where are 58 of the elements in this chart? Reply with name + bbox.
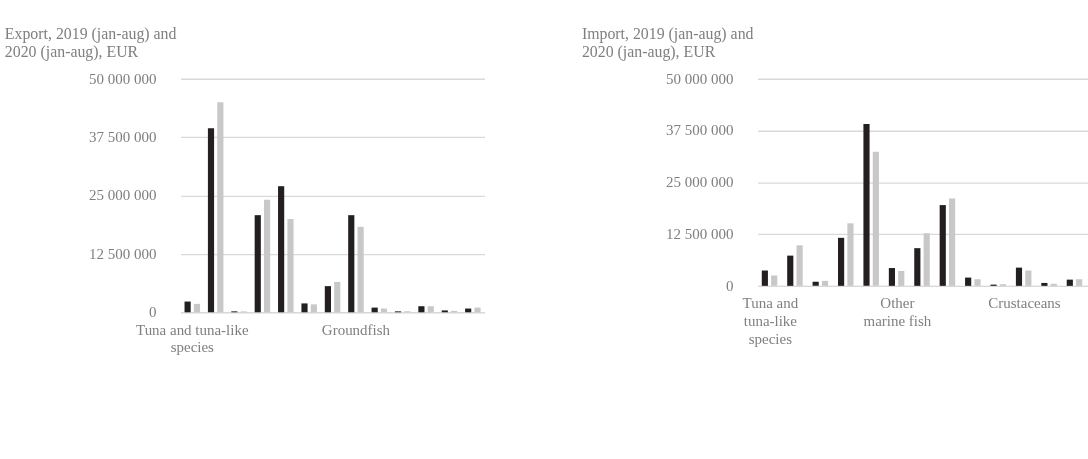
bar [838, 237, 845, 286]
y-tick-label: 12 500 000 [89, 245, 157, 262]
bar [872, 151, 879, 286]
bar [207, 128, 215, 313]
bar [787, 255, 794, 286]
y-tick-label: 50 000 000 [89, 70, 157, 87]
bar [888, 268, 895, 286]
bar [761, 270, 768, 286]
bar [847, 223, 854, 286]
bar [923, 233, 930, 286]
bar [1076, 279, 1083, 286]
x-tick-label: Tuna and tuna-like species [136, 321, 249, 356]
bar [474, 307, 481, 313]
bar [1050, 283, 1057, 286]
y-tick-label: 50 000 000 [666, 70, 734, 87]
bar [898, 270, 905, 286]
bar [217, 102, 224, 313]
bar [348, 215, 355, 313]
bar [193, 303, 201, 313]
y-tick-label: 37 500 000 [89, 129, 157, 146]
bar [254, 215, 261, 313]
bar [427, 306, 434, 313]
bar [796, 245, 803, 286]
bar [301, 303, 308, 313]
bar [264, 199, 271, 313]
bar [939, 205, 946, 286]
bar [1025, 270, 1032, 286]
x-tick-label: Other marine fish [863, 295, 932, 329]
bar [1015, 267, 1023, 286]
x-tick-label: Tuna and tuna-like species [742, 295, 799, 347]
bar [357, 226, 364, 313]
bar [287, 218, 294, 313]
bar [965, 277, 972, 286]
y-tick-label: 37 500 000 [666, 122, 734, 139]
bar [812, 281, 819, 286]
chart-title: Export, 2019 (jan-aug) and 2020 (jan-aug), EUR [4, 25, 177, 61]
y-tick-label: 25 000 000 [666, 174, 734, 191]
bar [821, 280, 829, 286]
bar [418, 306, 425, 313]
bar [310, 304, 317, 313]
x-tick-label: Groundfish [321, 321, 391, 338]
bar [974, 279, 981, 286]
bar [1066, 279, 1073, 286]
bar [863, 123, 870, 286]
bar [278, 186, 285, 313]
y-tick-label: 0 [725, 277, 734, 294]
bar [914, 248, 921, 286]
bar [771, 275, 778, 286]
bar [949, 198, 956, 286]
bar [324, 286, 331, 313]
y-tick-label: 0 [148, 304, 157, 321]
bar [334, 281, 341, 313]
chart-title: Import, 2019 (jan-aug) and 2020 (jan-aug), EUR [581, 25, 754, 61]
y-tick-label: 25 000 000 [89, 187, 157, 204]
x-tick-label: Crustaceans [988, 295, 1061, 312]
bar [1041, 282, 1048, 286]
y-tick-label: 12 500 000 [666, 225, 734, 242]
bar [184, 301, 191, 313]
